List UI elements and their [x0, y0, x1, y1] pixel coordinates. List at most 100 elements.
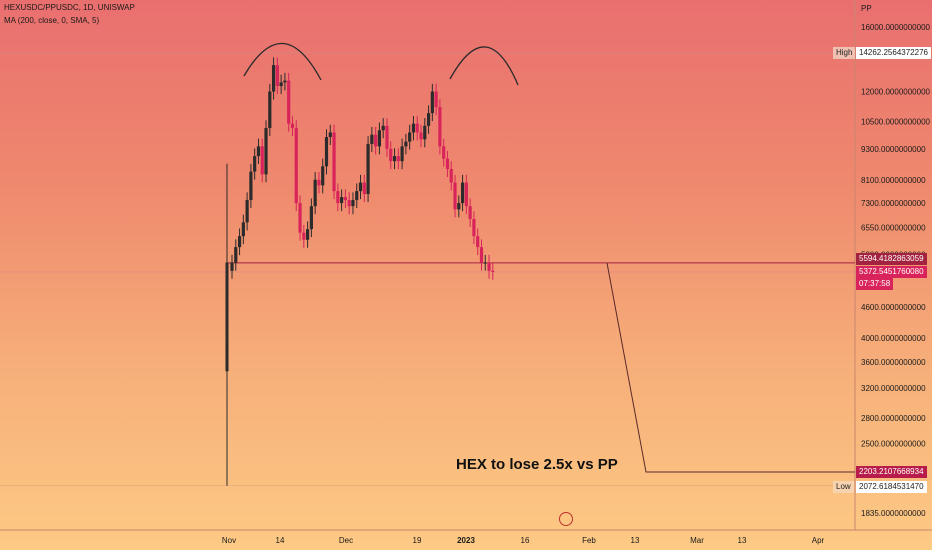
- candle-body[interactable]: [283, 80, 287, 83]
- candle-body[interactable]: [249, 171, 253, 201]
- price-tick-label: 7300.0000000000: [861, 199, 926, 208]
- tradingview-logo-icon: [559, 512, 573, 526]
- left-top-arc[interactable]: [243, 42, 322, 81]
- high-tag: High: [833, 47, 856, 59]
- candle-body[interactable]: [464, 182, 468, 207]
- countdown-label: 07:37:58: [856, 278, 894, 290]
- candle-body[interactable]: [306, 229, 310, 240]
- price-tick-label: 12000.0000000000: [861, 88, 931, 97]
- candle-body[interactable]: [256, 146, 261, 157]
- candle-body[interactable]: [430, 91, 434, 114]
- time-tick-label: Feb: [582, 536, 596, 545]
- candle-body[interactable]: [309, 206, 313, 230]
- candle-body[interactable]: [321, 166, 325, 186]
- low-value-label: 2072.6184531470: [856, 481, 927, 493]
- candle-body[interactable]: [445, 158, 450, 169]
- price-tick-label: 6550.0000000000: [861, 223, 926, 232]
- candle-body[interactable]: [426, 113, 431, 126]
- time-tick-label: Nov: [222, 536, 236, 545]
- price-tick-label: 2800.0000000000: [861, 414, 926, 423]
- candle-body[interactable]: [385, 125, 389, 149]
- candle-body[interactable]: [245, 200, 249, 223]
- candle-body[interactable]: [343, 197, 347, 201]
- candle-body[interactable]: [271, 65, 276, 92]
- candle-body[interactable]: [419, 132, 423, 140]
- candle-body[interactable]: [298, 203, 302, 233]
- candle-body[interactable]: [366, 143, 370, 195]
- candle-body[interactable]: [279, 82, 283, 87]
- candle-body[interactable]: [336, 191, 340, 204]
- target-price-label: 2203.2107668934: [856, 466, 927, 478]
- candle-body[interactable]: [392, 156, 397, 162]
- candle-body[interactable]: [290, 123, 295, 129]
- candle-body[interactable]: [332, 132, 336, 192]
- candle-body: [225, 262, 229, 372]
- candle-body[interactable]: [370, 134, 374, 144]
- candle-body[interactable]: [404, 141, 408, 147]
- high-value-label: 14262.2564372276: [856, 47, 931, 59]
- candle-body[interactable]: [302, 232, 306, 240]
- last-price-label: 5372.5451760080: [856, 266, 927, 278]
- candle-body[interactable]: [457, 203, 461, 210]
- candle-body[interactable]: [340, 197, 344, 204]
- time-tick-label: Mar: [690, 536, 704, 545]
- candle-body[interactable]: [362, 182, 366, 195]
- candle-body[interactable]: [275, 65, 279, 87]
- candle-body[interactable]: [317, 179, 321, 186]
- candle-body[interactable]: [472, 219, 476, 237]
- candle-body[interactable]: [449, 168, 453, 183]
- candle-body[interactable]: [268, 91, 272, 129]
- candle-body[interactable]: [234, 247, 238, 263]
- candle-body[interactable]: [347, 200, 351, 207]
- price-tick-label: 3600.0000000000: [861, 358, 926, 367]
- indicator-legend[interactable]: MA (200, close, 0, SMA, 5): [4, 16, 100, 25]
- candle-body[interactable]: [237, 236, 242, 248]
- candle-body[interactable]: [423, 125, 427, 140]
- price-tick-label: 10500.0000000000: [861, 118, 931, 127]
- candle-body[interactable]: [396, 156, 400, 162]
- candle-body[interactable]: [241, 222, 245, 237]
- candle-body[interactable]: [374, 134, 378, 147]
- candle-body[interactable]: [491, 270, 495, 272]
- candle-body[interactable]: [328, 132, 332, 138]
- candle-body[interactable]: [442, 146, 446, 159]
- candle-body[interactable]: [415, 123, 419, 133]
- candle-body[interactable]: [313, 179, 317, 207]
- candle-body[interactable]: [377, 130, 382, 147]
- candle-body[interactable]: [408, 132, 412, 142]
- price-tick-label: 4600.0000000000: [861, 303, 926, 312]
- candle-body[interactable]: [230, 262, 234, 271]
- candle-body[interactable]: [483, 262, 487, 264]
- price-tick-label: 8100.0000000000: [861, 176, 926, 185]
- candle-body[interactable]: [400, 146, 404, 162]
- candle-body[interactable]: [434, 91, 438, 108]
- candle-body[interactable]: [411, 123, 416, 133]
- candle-body[interactable]: [324, 137, 329, 167]
- time-tick-label: 13: [631, 536, 640, 545]
- candle-body[interactable]: [479, 247, 484, 263]
- candle-body[interactable]: [460, 182, 465, 204]
- time-tick-label: 2023: [457, 536, 475, 545]
- candle-body[interactable]: [487, 262, 491, 271]
- candle-body[interactable]: [355, 191, 359, 201]
- candle-body[interactable]: [438, 107, 442, 147]
- candle-body[interactable]: [264, 128, 268, 175]
- right-top-arc[interactable]: [449, 46, 519, 86]
- candle-body[interactable]: [260, 146, 264, 175]
- projection-path[interactable]: [606, 262, 855, 473]
- candle-body[interactable]: [468, 206, 472, 220]
- candle-body[interactable]: [381, 125, 385, 131]
- candle-body[interactable]: [389, 148, 393, 162]
- time-tick-label: 16: [521, 536, 530, 545]
- candle-body[interactable]: [453, 182, 457, 210]
- candle-body[interactable]: [351, 200, 355, 207]
- candle-body[interactable]: [253, 156, 257, 172]
- time-tick-label: Apr: [812, 536, 825, 545]
- candle-body[interactable]: [294, 128, 298, 204]
- candle-body[interactable]: [287, 80, 291, 124]
- candle-body[interactable]: [476, 236, 480, 248]
- price-tick-label: 2500.0000000000: [861, 440, 926, 449]
- price-tick-label: 16000.0000000000: [861, 23, 931, 32]
- candle-body[interactable]: [358, 182, 363, 192]
